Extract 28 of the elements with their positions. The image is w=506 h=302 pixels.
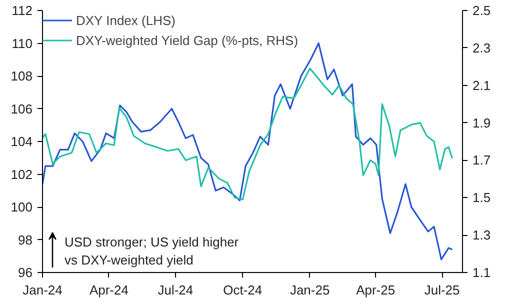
y2-tick-label: 1.1 — [472, 265, 491, 280]
x-tick-label: Apr-24 — [89, 282, 128, 298]
x-tick-label: Jul-25 — [424, 282, 460, 298]
annotation: USD stronger; US yield higher vs DXY-weighted yield — [64, 234, 240, 268]
x-tick-label: Jan-24 — [22, 282, 62, 298]
line-series — [42, 68, 454, 200]
x-tick-label: Jul-24 — [158, 282, 194, 298]
y-tick-label: 102 — [10, 166, 33, 182]
y-tick-label: 100 — [10, 200, 33, 214]
y2-tick-label: 1.3 — [472, 228, 491, 243]
y2-tick-label: 1.7 — [472, 152, 491, 168]
y-tick-label: 96 — [18, 265, 33, 280]
y-tick-label: 108 — [10, 68, 33, 84]
y-tick-label: 104 — [10, 134, 33, 149]
legend-label: DXY Index (LHS) — [76, 12, 176, 28]
y-tick-label: 112 — [12, 3, 33, 18]
y2-tick-label: 2.1 — [472, 78, 491, 93]
y-tick-label: 106 — [10, 101, 33, 116]
x-tick-label: Oct-24 — [223, 282, 262, 298]
legend-label: DXY-weighted Yield Gap (%-pts, RHS) — [76, 32, 298, 48]
y2-tick-label: 2.3 — [472, 40, 491, 56]
x-tick-label: Jan-25 — [290, 282, 330, 298]
x-tick-label: Apr-25 — [356, 282, 396, 298]
y-tick-label: 98 — [18, 232, 33, 248]
y-tick-label: 110 — [12, 36, 33, 51]
y2-tick-label: 1.5 — [472, 190, 491, 206]
y2-tick-label: 1.9 — [472, 115, 491, 130]
y2-tick-label: 2.5 — [472, 3, 491, 18]
